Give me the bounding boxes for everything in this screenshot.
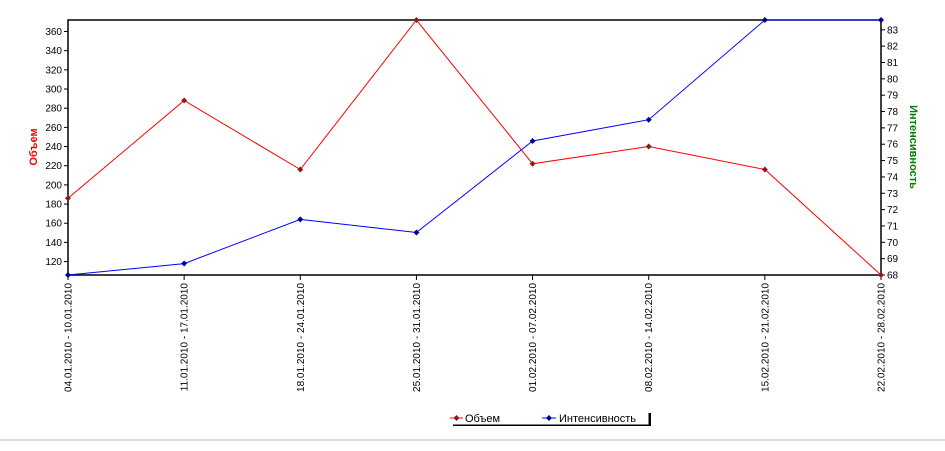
right-tick-label: 82 bbox=[887, 42, 899, 53]
x-tick-label: 18.01.2010 - 24.01.2010 bbox=[296, 283, 307, 392]
left-tick-label: 120 bbox=[45, 257, 62, 268]
data-point-intensity bbox=[413, 229, 420, 236]
right-tick-label: 74 bbox=[887, 172, 899, 183]
data-point-volume bbox=[645, 143, 652, 150]
right-tick-label: 72 bbox=[887, 205, 899, 216]
data-point-volume bbox=[529, 160, 536, 167]
left-tick-label: 180 bbox=[45, 200, 62, 211]
right-tick-label: 76 bbox=[887, 140, 899, 151]
right-tick-label: 75 bbox=[887, 156, 899, 167]
data-point-intensity bbox=[65, 272, 71, 278]
data-point-volume bbox=[181, 97, 188, 104]
left-tick-label: 320 bbox=[45, 65, 62, 76]
right-tick-label: 69 bbox=[887, 254, 899, 265]
left-tick-label: 340 bbox=[45, 46, 62, 57]
right-tick-label: 71 bbox=[887, 221, 899, 232]
x-tick-label: 22.02.2010 - 28.02.2010 bbox=[877, 283, 888, 392]
series-layer bbox=[65, 17, 884, 278]
right-tick-label: 73 bbox=[887, 189, 899, 200]
right-tick-label: 68 bbox=[887, 271, 899, 282]
x-axis: 04.01.2010 - 10.01.2010 11.01.2010 - 17.0… bbox=[64, 275, 888, 392]
data-point-volume bbox=[297, 166, 304, 173]
x-tick-label: 25.01.2010 - 31.01.2010 bbox=[412, 283, 423, 392]
left-axis: 120 140 160 180 200 220 240 260 280 300 320 340 360 bbox=[45, 27, 68, 268]
series-line-intensity bbox=[67, 19, 881, 276]
legend-marker-intensity bbox=[546, 415, 552, 421]
data-point-intensity bbox=[645, 116, 652, 123]
legend-marker-volume bbox=[453, 415, 460, 421]
x-tick-label: 11.01.2010 - 17.01.2010 bbox=[180, 283, 191, 392]
data-point-intensity bbox=[529, 137, 536, 144]
right-tick-label: 81 bbox=[887, 58, 899, 69]
plot-area bbox=[67, 19, 882, 276]
data-point-intensity bbox=[761, 17, 768, 23]
x-tick-label: 15.02.2010 - 21.02.2010 bbox=[760, 283, 771, 392]
right-tick-label: 80 bbox=[887, 74, 899, 85]
left-tick-label: 200 bbox=[45, 180, 62, 191]
right-axis-title: Интенсивность bbox=[907, 105, 919, 189]
right-tick-label: 70 bbox=[887, 238, 899, 249]
left-tick-label: 160 bbox=[45, 219, 62, 230]
left-tick-label: 280 bbox=[45, 104, 62, 115]
left-tick-label: 220 bbox=[45, 161, 62, 172]
data-point-volume bbox=[878, 272, 884, 278]
data-point-volume bbox=[761, 166, 768, 173]
legend-label-volume: Объем bbox=[465, 413, 500, 425]
x-tick-label: 01.02.2010 - 07.02.2010 bbox=[528, 283, 539, 392]
left-tick-label: 300 bbox=[45, 85, 62, 96]
left-tick-label: 140 bbox=[45, 238, 62, 249]
left-axis-title: Объем bbox=[28, 128, 40, 165]
legend: Объем Интенсивность bbox=[449, 409, 651, 426]
series-line-volume bbox=[67, 19, 882, 276]
x-tick-label: 08.02.2010 - 14.02.2010 bbox=[644, 283, 655, 392]
right-axis: 68 69 70 71 72 73 74 75 76 77 78 79 80 81 82 83 bbox=[881, 25, 899, 282]
left-tick-label: 360 bbox=[45, 27, 62, 38]
left-tick-label: 240 bbox=[45, 142, 62, 153]
right-tick-label: 77 bbox=[887, 123, 899, 134]
left-tick-label: 260 bbox=[45, 123, 62, 134]
right-tick-label: 79 bbox=[887, 91, 899, 102]
right-tick-label: 83 bbox=[887, 25, 899, 36]
right-tick-label: 78 bbox=[887, 107, 899, 118]
data-point-intensity bbox=[181, 260, 188, 267]
data-point-volume bbox=[413, 17, 420, 23]
legend-label-intensity: Интенсивность bbox=[559, 413, 636, 425]
data-point-intensity bbox=[878, 17, 884, 23]
data-point-intensity bbox=[297, 216, 304, 223]
data-point-volume bbox=[65, 195, 71, 202]
x-tick-label: 04.01.2010 - 10.01.2010 bbox=[64, 283, 75, 392]
